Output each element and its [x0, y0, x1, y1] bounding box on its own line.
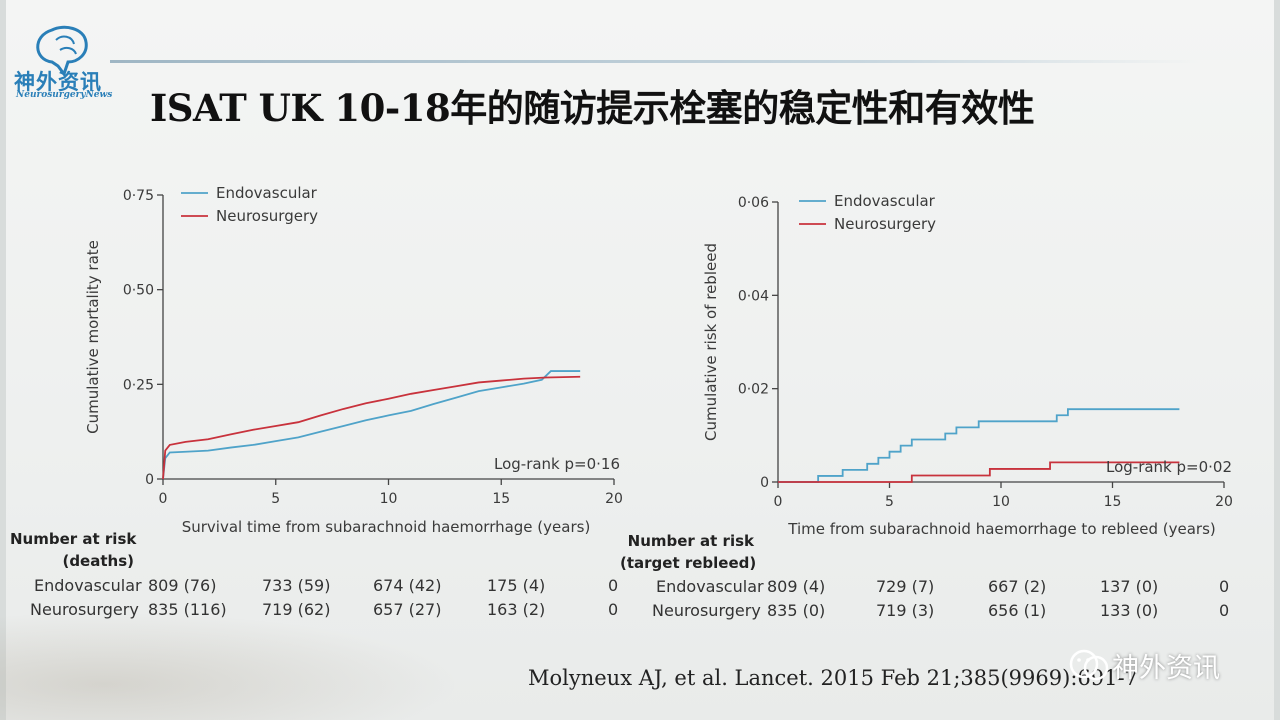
x-tick-label: 20 [1215, 494, 1233, 510]
y-axis-label: Cumulative risk of rebleed [702, 243, 720, 441]
series-line-endovascular [162, 370, 581, 480]
risk-cell: 835 (0) [767, 601, 826, 620]
x-tick-label: 0 [159, 491, 168, 507]
y-tick-label: 0 [760, 475, 769, 491]
risk-header-right: Number at risk (target rebleed) [620, 530, 757, 574]
legend-label: Neurosurgery [834, 215, 936, 233]
risk-cell: 719 (62) [262, 600, 331, 619]
risk-header-left-line1: Number at risk [10, 530, 137, 548]
x-axis-label: Survival time from subarachnoid haemorrh… [182, 518, 591, 536]
brain-logo-icon [36, 25, 88, 78]
x-tick-label: 5 [885, 494, 894, 510]
legend-label: Endovascular [216, 184, 318, 202]
x-tick-label: 20 [605, 491, 623, 507]
x-tick-label: 15 [492, 491, 510, 507]
y-tick-label: 0·75 [123, 188, 154, 204]
risk-cell: 835 (116) [148, 600, 227, 619]
legend-label: Endovascular [834, 192, 936, 210]
risk-cell: 175 (4) [487, 576, 546, 595]
title-rule [110, 60, 1200, 63]
y-tick-label: 0·25 [123, 377, 154, 393]
risk-cell: 133 (0) [1100, 601, 1159, 620]
wechat-icon [1069, 649, 1109, 681]
series-line-neurosurgery [778, 461, 1180, 483]
series-line-endovascular [778, 408, 1180, 483]
risk-cell: 657 (27) [373, 600, 442, 619]
risk-header-left-line2: (deaths) [62, 552, 134, 570]
y-tick-label: 0 [145, 472, 154, 488]
risk-row-label: Endovascular [656, 577, 764, 596]
background-smudge [0, 600, 520, 720]
y-tick-label: 0·04 [738, 288, 769, 304]
risk-cell: 0 [1219, 577, 1230, 596]
x-tick-label: 15 [1104, 494, 1122, 510]
risk-cell: 733 (59) [262, 576, 331, 595]
y-tick-label: 0·06 [738, 195, 769, 211]
citation: Molyneux AJ, et al. Lancet. 2015 Feb 21;… [528, 666, 1138, 690]
risk-row-label: Neurosurgery [30, 600, 139, 619]
watermark-text: 神外资讯 [1112, 653, 1220, 684]
legend-label: Neurosurgery [216, 207, 318, 225]
risk-header-right-line2: (target rebleed) [620, 554, 757, 572]
risk-cell: 163 (2) [487, 600, 546, 619]
risk-cell: 137 (0) [1100, 577, 1159, 596]
risk-row-label: Endovascular [34, 576, 142, 595]
risk-cell: 674 (42) [373, 576, 442, 595]
y-axis-label: Cumulative mortality rate [84, 240, 102, 434]
risk-cell: 809 (76) [148, 576, 217, 595]
risk-cell: 0 [608, 600, 619, 619]
x-axis-label: Time from subarachnoid haemorrhage to re… [787, 520, 1216, 538]
risk-cell: 0 [1219, 601, 1230, 620]
risk-cell: 656 (1) [988, 601, 1047, 620]
risk-cell: 809 (4) [767, 577, 826, 596]
logo-text-cn: 神外资讯 [14, 69, 102, 94]
risk-row-label: Neurosurgery [652, 601, 761, 620]
risk-header-right-line1: Number at risk [627, 532, 754, 550]
x-tick-label: 10 [380, 491, 398, 507]
x-tick-label: 5 [271, 491, 280, 507]
risk-header-left: Number at risk (deaths) [10, 528, 137, 572]
x-tick-label: 10 [992, 494, 1010, 510]
slide-title: ISAT UK 10-18年的随访提示栓塞的稳定性和有效性 [150, 86, 1035, 130]
y-tick-label: 0·50 [123, 283, 154, 299]
log-rank-annotation: Log-rank p=0·02 [1106, 458, 1232, 476]
series-line-neurosurgery [162, 375, 581, 480]
risk-cell: 719 (3) [876, 601, 935, 620]
x-tick-label: 0 [774, 494, 783, 510]
log-rank-annotation: Log-rank p=0·16 [494, 455, 620, 473]
risk-cell: 0 [608, 576, 619, 595]
risk-cell: 667 (2) [988, 577, 1047, 596]
y-tick-label: 0·02 [738, 382, 769, 398]
risk-cell: 729 (7) [876, 577, 935, 596]
logo-text-en: NeurosurgeryNews [16, 90, 113, 100]
